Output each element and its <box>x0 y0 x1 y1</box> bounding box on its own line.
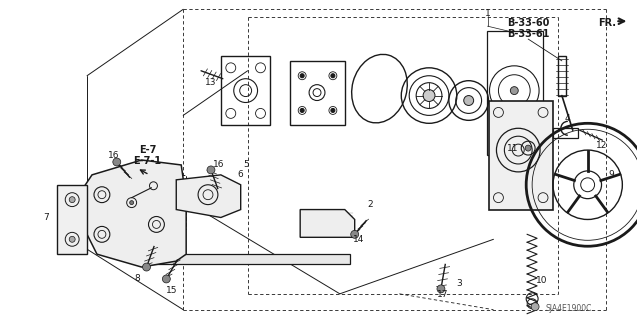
Text: 3: 3 <box>456 279 461 288</box>
Text: 10: 10 <box>536 277 548 286</box>
Circle shape <box>331 108 335 112</box>
Circle shape <box>163 275 170 283</box>
Circle shape <box>69 236 75 242</box>
Polygon shape <box>58 185 87 254</box>
Text: 9: 9 <box>609 170 614 179</box>
Circle shape <box>130 201 134 204</box>
Circle shape <box>525 145 531 151</box>
Circle shape <box>423 90 435 101</box>
Polygon shape <box>82 160 186 267</box>
Polygon shape <box>488 100 553 210</box>
Text: 16: 16 <box>108 151 120 160</box>
Text: 5: 5 <box>244 160 250 169</box>
Circle shape <box>464 96 474 106</box>
Text: 12: 12 <box>596 141 607 150</box>
Circle shape <box>113 158 121 166</box>
Polygon shape <box>136 254 349 264</box>
Circle shape <box>331 74 335 78</box>
Text: 8: 8 <box>135 274 140 284</box>
Text: 11: 11 <box>507 144 518 152</box>
Circle shape <box>531 303 539 311</box>
Circle shape <box>510 87 518 94</box>
Bar <box>107 175 186 229</box>
Circle shape <box>300 108 304 112</box>
Text: E-7-1: E-7-1 <box>134 156 161 166</box>
Text: B-33-60: B-33-60 <box>507 18 549 28</box>
Text: B-33-61: B-33-61 <box>507 29 549 39</box>
Circle shape <box>143 263 150 271</box>
Circle shape <box>207 166 215 174</box>
Text: 2: 2 <box>368 200 373 209</box>
Text: SJA4E1900C: SJA4E1900C <box>545 304 591 313</box>
Text: E-7: E-7 <box>139 145 156 155</box>
Circle shape <box>351 230 358 238</box>
Text: 17: 17 <box>437 290 449 299</box>
Text: 16: 16 <box>213 160 225 169</box>
Text: 4: 4 <box>565 114 571 123</box>
Text: 7: 7 <box>44 213 49 222</box>
Text: 6: 6 <box>238 170 244 179</box>
Circle shape <box>69 197 75 203</box>
Polygon shape <box>176 175 241 218</box>
Text: 15: 15 <box>166 286 177 295</box>
Text: 1: 1 <box>484 9 490 18</box>
Circle shape <box>300 74 304 78</box>
Text: 14: 14 <box>353 235 364 244</box>
Polygon shape <box>300 210 355 237</box>
Text: 13: 13 <box>205 78 217 87</box>
Text: FR.: FR. <box>598 18 616 28</box>
Circle shape <box>437 285 445 293</box>
